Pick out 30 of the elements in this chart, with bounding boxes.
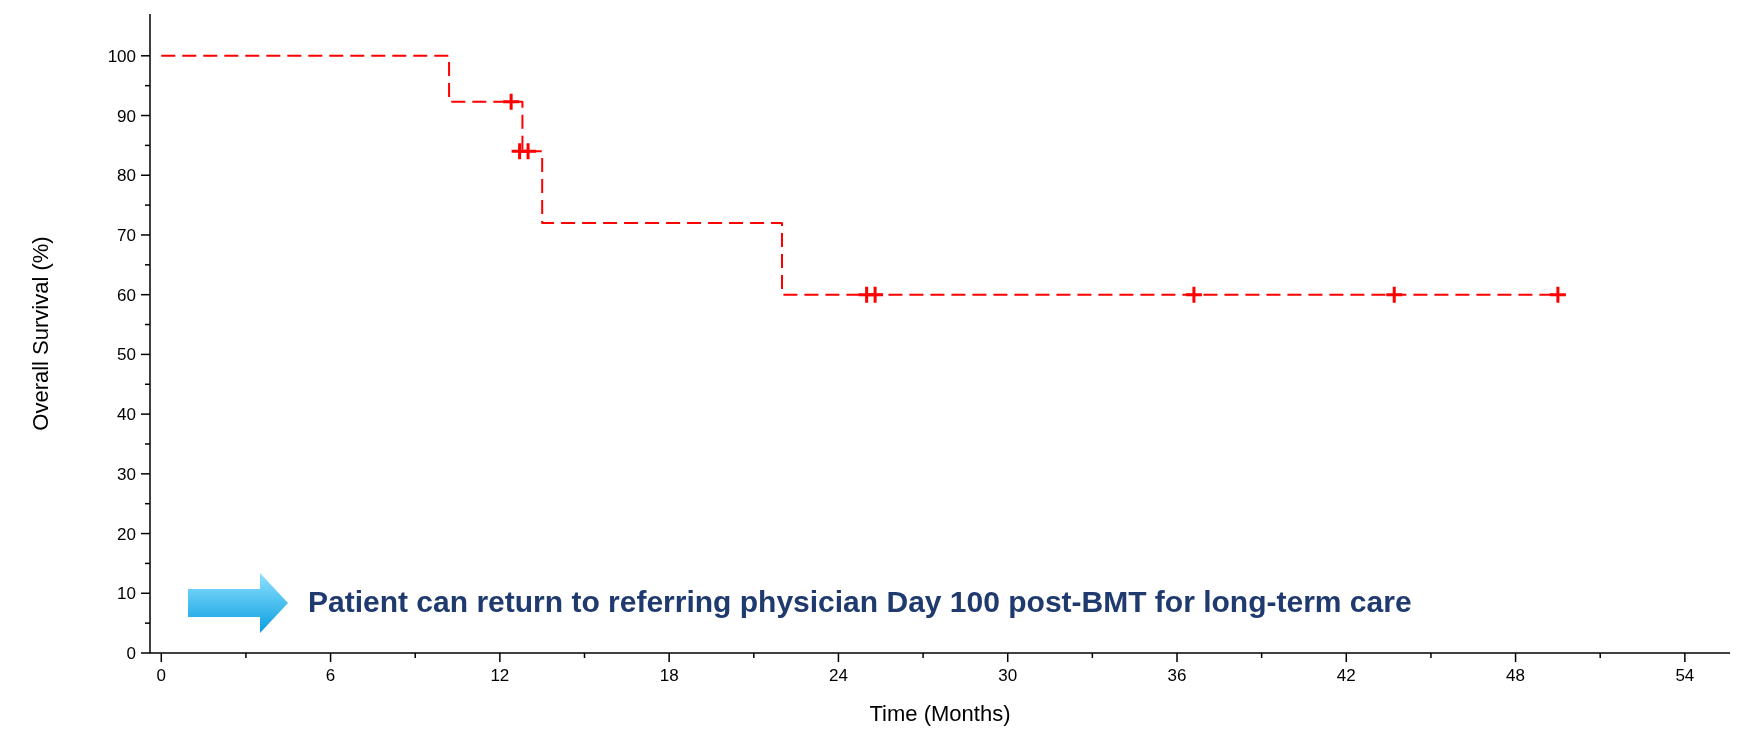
x-tick-label: 12 — [490, 666, 510, 685]
y-tick-label: 40 — [117, 405, 136, 425]
point — [1184, 285, 1204, 305]
y-tick-label: 90 — [117, 106, 136, 126]
y-tick-label: 10 — [117, 584, 136, 604]
x-tick-label: 54 — [1675, 666, 1695, 685]
x-axis-title: Time (Months) — [869, 701, 1011, 726]
x-tick-label: 24 — [828, 666, 848, 685]
x-tick-label: 30 — [998, 666, 1018, 685]
y-tick-label: 50 — [117, 345, 136, 365]
point — [518, 141, 538, 161]
y-tick-label: 80 — [117, 166, 136, 186]
x-tick-label: 0 — [156, 666, 167, 685]
y-tick-label: 60 — [117, 285, 136, 305]
x-tick-label: 6 — [325, 666, 336, 685]
x-tick-label: 42 — [1336, 666, 1356, 685]
y-tick-label: 70 — [117, 225, 136, 245]
point — [501, 92, 521, 112]
point — [1384, 285, 1404, 305]
point — [1548, 285, 1568, 305]
y-tick-label: 20 — [117, 524, 136, 544]
y-tick-label: 0 — [126, 644, 136, 663]
y-axis-title: Overall Survival (%) — [28, 236, 53, 431]
x-tick-label: 48 — [1506, 666, 1526, 685]
x-tick-label: 18 — [659, 666, 679, 685]
annotation: Patient can return to referring physician Day 100 post-BMT for long-term care — [308, 585, 1412, 618]
y-tick-label: 100 — [107, 46, 136, 66]
point — [865, 285, 885, 305]
y-tick-label: 30 — [117, 464, 136, 484]
x-tick-label: 36 — [1167, 666, 1187, 685]
